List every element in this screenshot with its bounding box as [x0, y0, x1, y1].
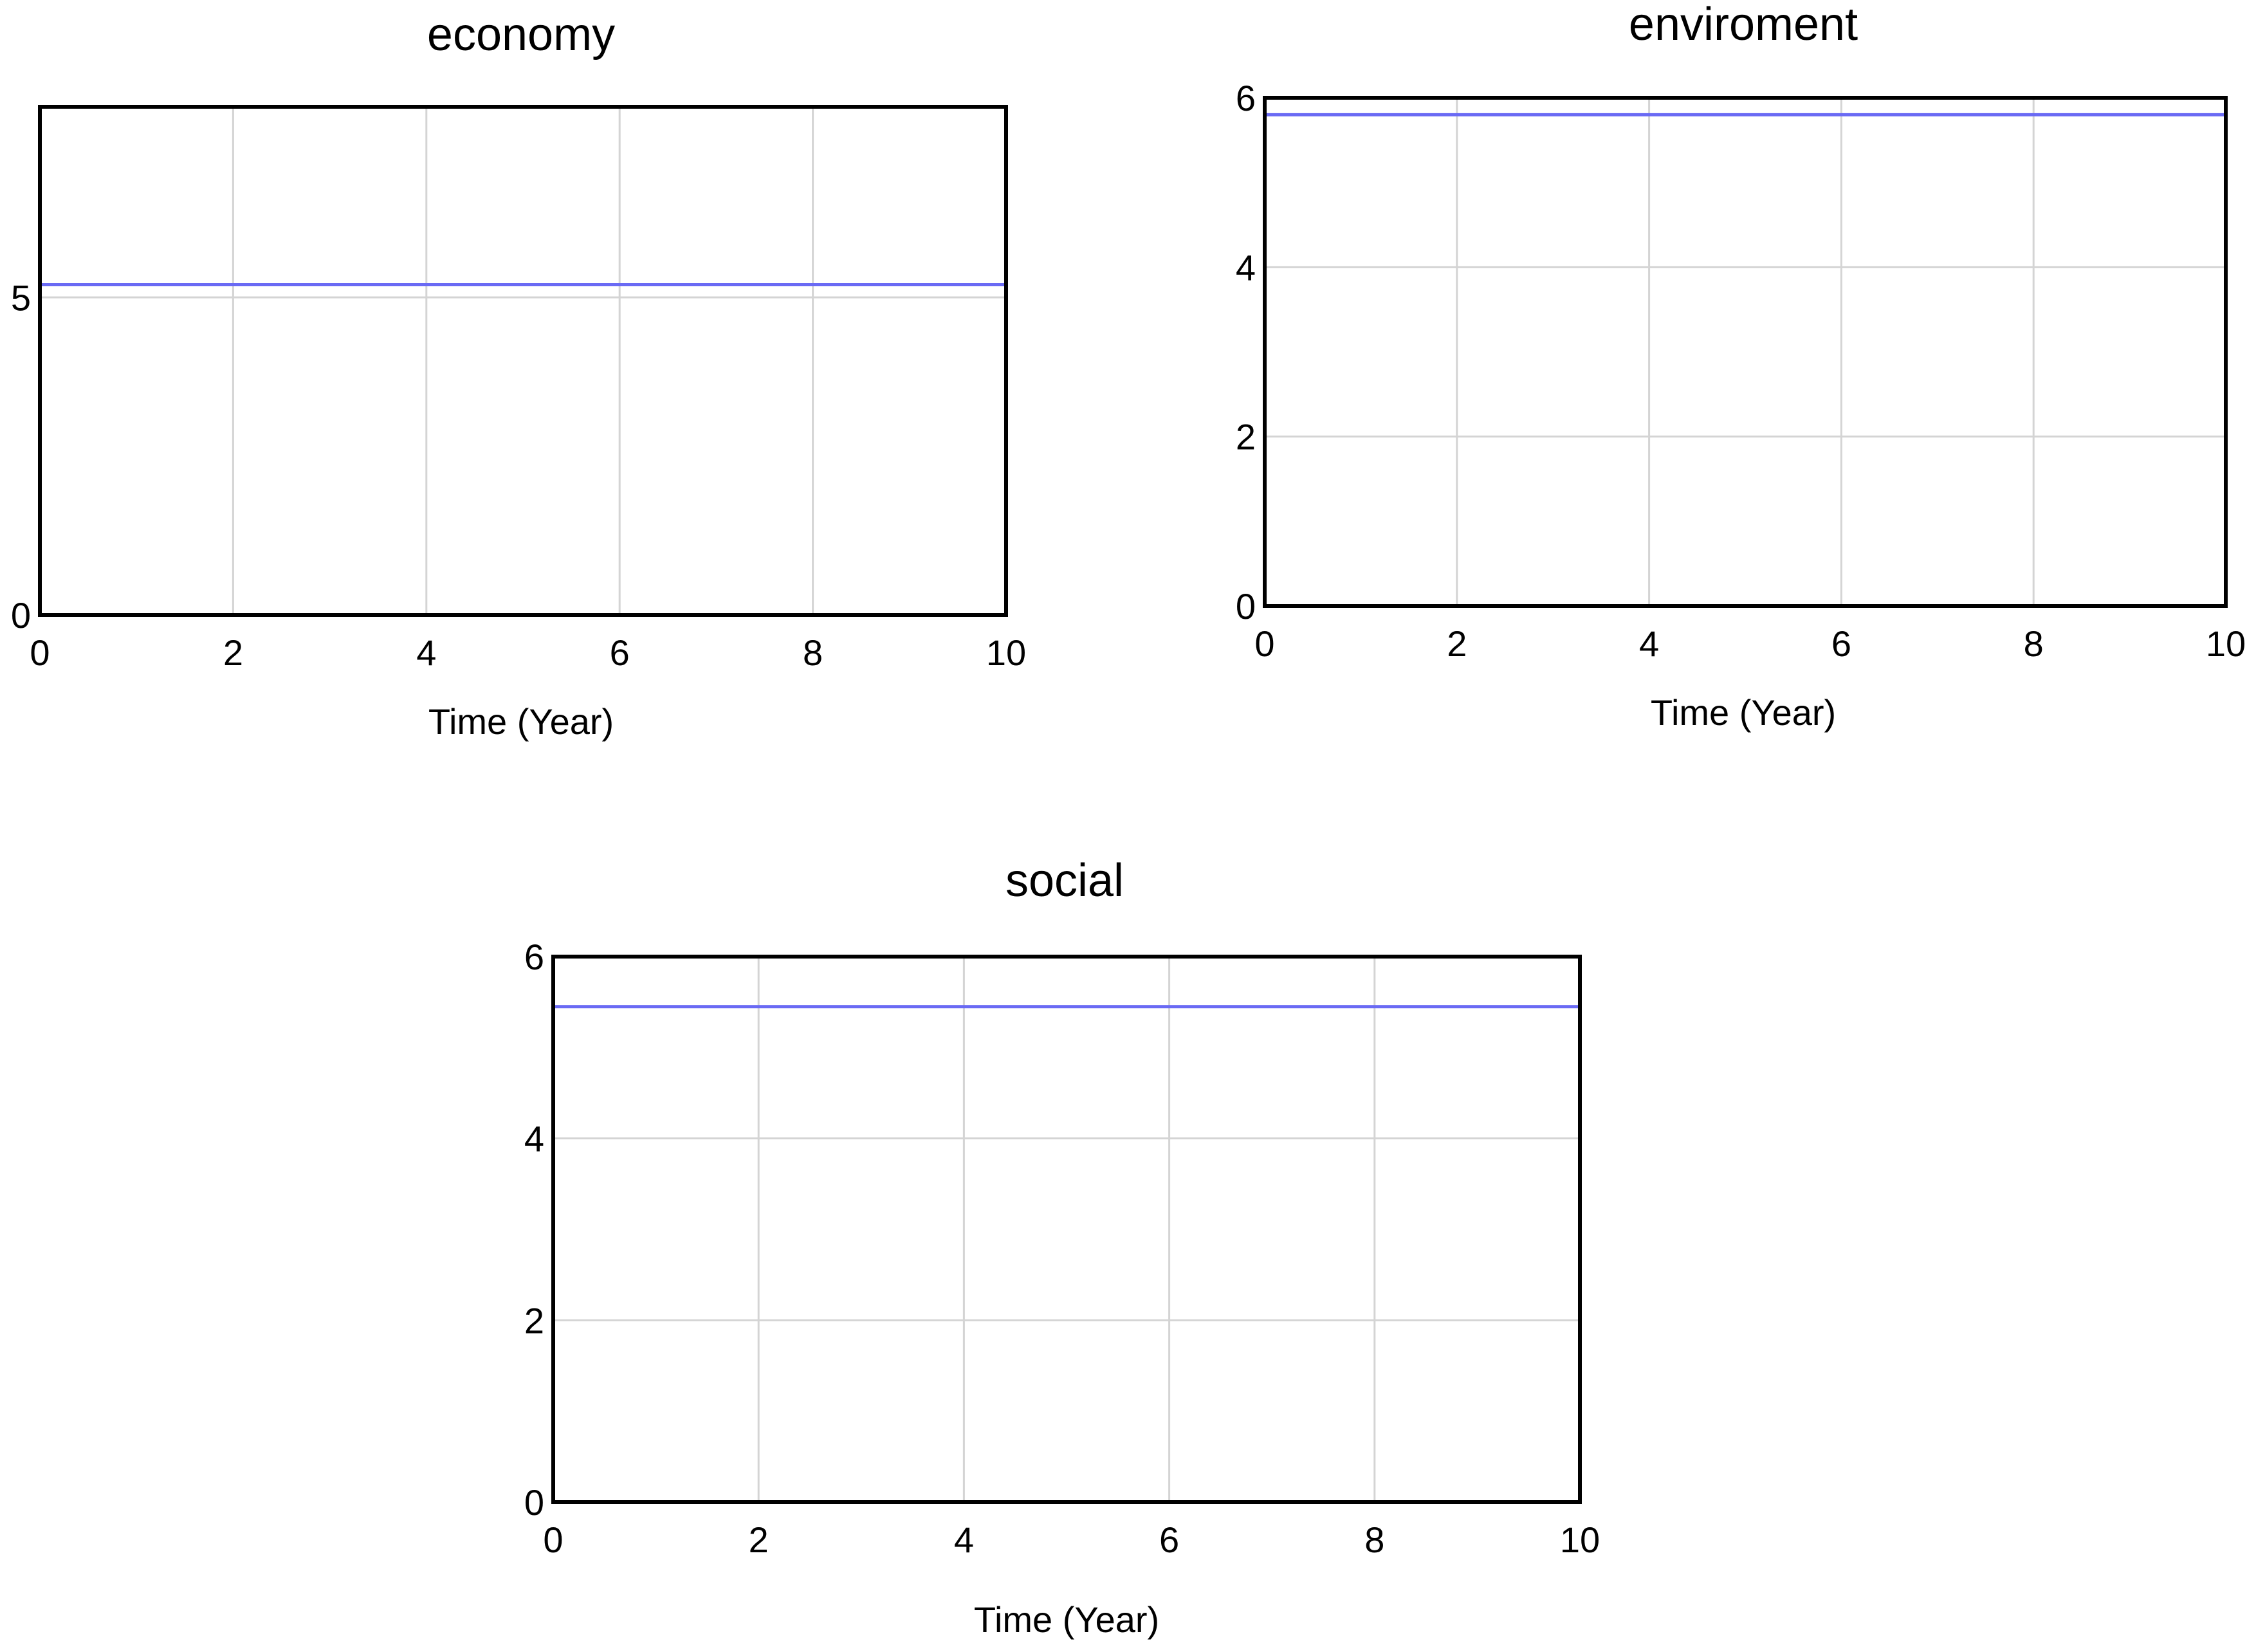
y-tick-labels: 0 2 4 6	[1236, 78, 1256, 627]
x-tick-label: 10	[1560, 1519, 1600, 1560]
grid-layer	[1265, 98, 2226, 606]
y-tick-label: 4	[1236, 247, 1256, 288]
x-tick-label: 0	[1254, 623, 1274, 664]
x-tick-label: 2	[223, 632, 243, 673]
y-tick-label: 2	[1236, 417, 1256, 457]
x-tick-label: 6	[610, 632, 630, 673]
plot-frame	[1263, 96, 2228, 608]
grid-layer	[40, 107, 1006, 615]
y-tick-label: 0	[1236, 586, 1256, 627]
y-tick-label: 2	[524, 1300, 544, 1341]
x-tick-label: 10	[2206, 623, 2246, 664]
plot-frame	[551, 955, 1582, 1504]
x-tick-label: 4	[954, 1519, 974, 1560]
x-tick-labels: 0 2 4 6 8 10	[543, 1519, 1600, 1560]
chart-title: social	[1005, 855, 1124, 906]
chart-enviroment: enviroment 0 2 4 6 8 10 0 2 4 6 Time (Year)	[1236, 0, 2246, 733]
x-tick-label: 4	[416, 632, 436, 673]
chart-title: economy	[427, 9, 615, 60]
plot-frame	[38, 105, 1008, 617]
chart-economy: economy 0 2 4 6 8 10 05 Time (Year)	[11, 9, 1026, 742]
x-tick-labels: 0 2 4 6 8 10	[1254, 623, 2246, 664]
y-tick-label: 6	[1236, 78, 1256, 118]
x-tick-label: 2	[749, 1519, 769, 1560]
x-tick-label: 4	[1639, 623, 1659, 664]
y-tick-label: 0	[524, 1482, 544, 1523]
chart-social: social 0 2 4 6 8 10 0 2 4 6 Time (Year)	[524, 855, 1600, 1640]
x-tick-label: 0	[543, 1519, 563, 1560]
y-tick-label: 0	[11, 595, 31, 636]
x-axis-label: Time (Year)	[428, 701, 614, 742]
x-tick-label: 2	[1447, 623, 1467, 664]
x-tick-label: 8	[803, 632, 823, 673]
y-tick-label: 6	[524, 937, 544, 977]
x-axis-label: Time (Year)	[974, 1599, 1159, 1640]
y-tick-label: 5	[11, 277, 31, 318]
y-tick-labels: 05	[11, 277, 31, 636]
x-tick-label: 8	[2024, 623, 2044, 664]
grid-layer	[553, 957, 1580, 1502]
y-tick-label: 4	[524, 1119, 544, 1159]
x-tick-label: 6	[1831, 623, 1851, 664]
chart-title: enviroment	[1629, 0, 1858, 50]
x-tick-labels: 0 2 4 6 8 10	[30, 632, 1026, 673]
y-tick-labels: 0 2 4 6	[524, 937, 544, 1523]
x-tick-label: 10	[986, 632, 1026, 673]
x-tick-label: 8	[1364, 1519, 1384, 1560]
x-tick-label: 6	[1159, 1519, 1179, 1560]
x-tick-label: 0	[30, 632, 50, 673]
x-axis-label: Time (Year)	[1651, 692, 1836, 733]
